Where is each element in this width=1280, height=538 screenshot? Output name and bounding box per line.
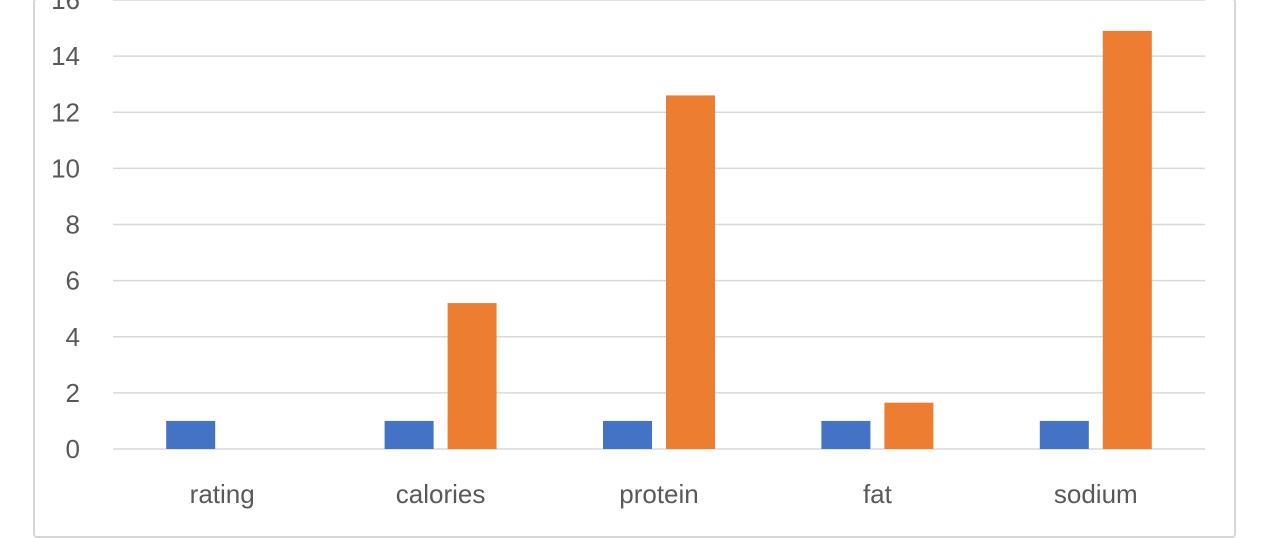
bar-calories-series-2 bbox=[447, 303, 497, 449]
y-tick-label: 10 bbox=[51, 153, 80, 183]
y-tick-label: 8 bbox=[66, 210, 80, 240]
x-tick-label: protein bbox=[619, 479, 699, 509]
y-tick-label: 6 bbox=[66, 266, 80, 296]
x-tick-label: calories bbox=[396, 479, 486, 509]
bar-sodium-series-1 bbox=[1039, 420, 1089, 449]
bar-fat-series-2 bbox=[884, 402, 934, 449]
bar-sodium-series-2 bbox=[1102, 30, 1152, 450]
x-tick-label: rating bbox=[190, 479, 255, 509]
x-tick-label: fat bbox=[863, 479, 893, 509]
y-tick-label: 16 bbox=[51, 0, 80, 15]
y-tick-label: 12 bbox=[51, 97, 80, 127]
bar-calories-series-1 bbox=[384, 420, 434, 449]
y-tick-label: 14 bbox=[51, 41, 80, 71]
bar-rating-series-1 bbox=[166, 420, 216, 449]
y-tick-label: 0 bbox=[66, 434, 80, 464]
bar-protein-series-2 bbox=[666, 95, 715, 449]
y-tick-label: 4 bbox=[66, 322, 80, 352]
bar-protein-series-1 bbox=[603, 420, 652, 449]
y-tick-label: 2 bbox=[66, 378, 80, 408]
x-tick-label: sodium bbox=[1054, 479, 1138, 509]
bar-fat-series-1 bbox=[821, 420, 871, 449]
